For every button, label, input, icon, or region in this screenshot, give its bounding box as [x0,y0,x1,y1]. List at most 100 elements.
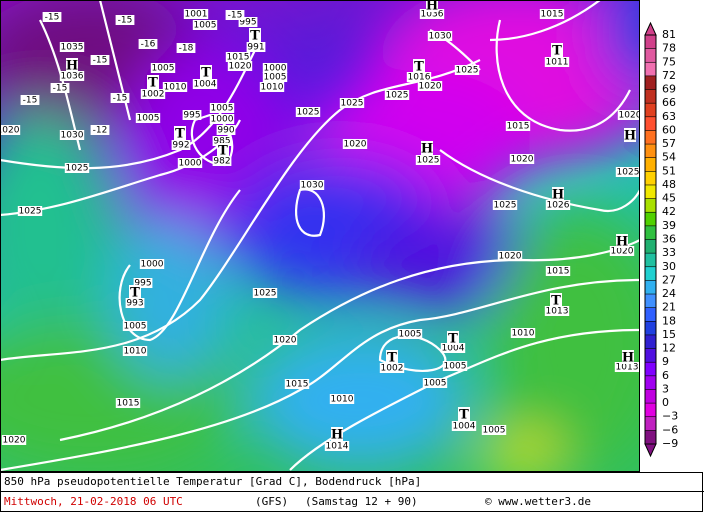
center-box [458,407,470,421]
pressure-center: T [175,127,185,142]
label-box [284,379,310,389]
colorbar-segment [645,280,656,295]
pressure-label: 1010 [261,83,284,93]
pressure-label: 993 [126,299,143,309]
temperature-label: -18 [179,44,194,54]
center-box [447,331,459,345]
label-box [614,362,640,372]
temperature-label: -15 [228,11,243,21]
pressure-center: H [622,351,634,366]
label-box [150,63,176,73]
label-box [115,398,141,408]
label-box [379,363,405,373]
label-box [125,298,145,308]
label-box [617,110,640,120]
colorbar-label: 42 [662,205,676,218]
pressure-label: 1035 [61,43,84,53]
pressure-center: H [552,188,564,203]
date: Mittwoch, 21-02-2018 06 UTC [4,495,183,508]
center-box [616,234,628,248]
colorbar-segment [645,130,656,145]
colorbar-label: 48 [662,178,676,191]
caption: 850 hPa pseudopotentielle Temperatur [Gr… [4,475,421,488]
pressure-label: 1013 [616,363,639,373]
pressure-label: 985 [213,137,230,147]
center-box [552,187,564,201]
colorbar-segment [645,184,656,199]
label-box [544,306,570,316]
pressure-center: T [130,286,140,301]
pressure-label: 1013 [546,307,569,317]
pressure-label: 1036 [61,72,84,82]
center-box [200,65,212,79]
label-box [544,57,570,67]
label-box [50,83,70,93]
isobars [0,0,640,470]
label-box [182,110,202,120]
label-box [545,200,571,210]
label-box [115,15,135,25]
colorbar-label: 36 [662,233,676,246]
label-box [539,9,565,19]
pressure-label: 1004 [442,344,465,354]
label-box [216,125,236,135]
pressure-label: 1005 [211,104,234,114]
label-box [122,346,148,356]
temperature-label: -12 [93,126,108,136]
label-box [192,79,218,89]
label-box [329,394,355,404]
pressure-label: 990 [217,126,234,136]
pressure-label: 1010 [512,329,535,339]
pressure-center: T [552,44,562,59]
label-box [133,278,153,288]
pressure-label: 1025 [494,201,517,211]
center-box [331,427,343,441]
label-box [0,125,21,135]
colorbar-end [644,21,657,36]
pressure-label: 1020 [229,62,252,72]
pressure-center: T [448,332,458,347]
pressure-label: 1016 [408,73,431,83]
pressure-label: 1020 [0,126,20,136]
pressure-label: 1025 [456,66,479,76]
label-box [212,156,232,166]
colorbar-label: 45 [662,192,676,205]
label-box [384,90,410,100]
pressure-center: T [218,144,228,159]
pressure-label: 1000 [179,159,202,169]
colorbar-segment [645,171,656,185]
center-box [249,28,261,42]
colorbar-segment [645,430,656,444]
label-box [20,95,40,105]
pressure-label: 1015 [547,267,570,277]
colorbar-segment [645,239,656,254]
label-box [440,343,466,353]
pressure-label: 1005 [124,322,147,332]
pressure-label: 1025 [297,108,320,118]
label-box [17,206,43,216]
label-box [64,163,90,173]
colorbar-segment [645,89,656,104]
pressure-label: 1020 [3,436,26,446]
colorbar-segment [645,253,656,267]
colorbar-label: 21 [662,301,676,314]
colorbar-label: 60 [662,123,676,136]
colorbar-segment [645,157,656,172]
pressure-center: T [250,29,260,44]
pressure-label: 1014 [326,442,349,452]
pressure-label: 1002 [381,364,404,374]
pressure-label: 1000 [211,115,234,125]
label-box [324,441,350,451]
pressure-label: 1025 [66,164,89,174]
pressure-center: H [426,0,438,14]
pressure-label: 1020 [511,155,534,165]
center-box [622,350,634,364]
colorbar-label: 66 [662,96,676,109]
footer: 850 hPa pseudopotentielle Temperatur [Gr… [0,472,704,512]
label-box [42,12,62,22]
label-box [209,114,235,124]
colorbar-segment [645,103,656,117]
run: (Samstag 12 + 90) [305,495,418,508]
label-box [110,93,130,103]
temperature-label: -15 [93,56,108,66]
